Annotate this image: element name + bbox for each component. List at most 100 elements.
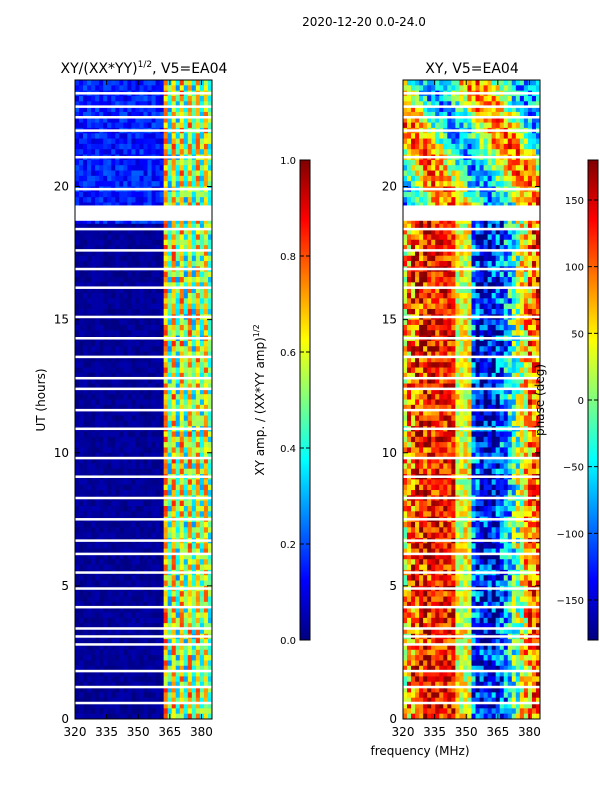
heatmap-cell: [83, 229, 88, 235]
heatmap-cell: [143, 271, 148, 278]
heatmap-cell: [411, 202, 416, 209]
heatmap-cell: [115, 303, 120, 310]
heatmap-cell: [171, 479, 177, 486]
heatmap-cell: [507, 85, 513, 92]
heatmap-cell: [415, 159, 420, 166]
heatmap-cell: [99, 436, 104, 443]
heatmap-cell: [135, 532, 140, 539]
x-tick-label: 380: [190, 725, 213, 739]
heatmap-cell: [463, 159, 468, 166]
heatmap-cell: [499, 80, 505, 86]
heatmap-cell: [103, 346, 108, 352]
heatmap-cell: [435, 191, 440, 198]
heatmap-cell: [171, 436, 177, 443]
heatmap-cell: [175, 245, 181, 251]
heatmap-cell: [139, 362, 144, 368]
heatmap-cell: [171, 261, 177, 267]
heatmap-cell: [179, 308, 185, 315]
heatmap-cell: [487, 175, 493, 182]
heatmap-cell: [163, 468, 169, 475]
heatmap-cell: [107, 340, 112, 347]
heatmap-cell: [167, 463, 173, 470]
heatmap-cell: [431, 85, 436, 92]
heatmap-cell: [179, 122, 185, 129]
heatmap-cell: [439, 111, 444, 118]
heatmap-cell: [83, 95, 88, 102]
heatmap-cell: [499, 143, 505, 150]
heatmap-cell: [483, 197, 489, 203]
heatmap-cell: [179, 271, 185, 278]
heatmap-cell: [159, 468, 165, 475]
heatmap-cell: [151, 165, 156, 171]
heatmap-cell: [159, 181, 165, 187]
heatmap-cell: [135, 197, 140, 203]
heatmap-cell: [135, 101, 140, 108]
heatmap-cell: [455, 80, 460, 86]
heatmap-cell: [167, 580, 173, 587]
heatmap-cell: [179, 644, 185, 651]
heatmap-cell: [191, 436, 197, 443]
heatmap-cell: [151, 660, 156, 667]
heatmap-cell: [171, 149, 177, 155]
heatmap-cell: [159, 388, 165, 395]
heatmap-cell: [155, 649, 161, 656]
heatmap-cell: [135, 261, 140, 267]
heatmap-cell: [107, 623, 112, 629]
heatmap-cell: [127, 80, 132, 86]
heatmap-cell: [115, 532, 120, 539]
heatmap-cell: [135, 623, 140, 629]
heatmap-cell: [155, 404, 161, 411]
heatmap-cell: [179, 356, 185, 363]
heatmap-cell: [147, 681, 152, 688]
heatmap-cell: [103, 165, 108, 171]
heatmap-cell: [119, 101, 124, 108]
heatmap-cell: [203, 681, 209, 688]
heatmap-cell: [87, 564, 92, 571]
heatmap-cell: [179, 697, 185, 704]
heatmap-cell: [447, 197, 452, 203]
heatmap-cell: [131, 95, 136, 102]
heatmap-cell: [175, 490, 181, 496]
heatmap-cell: [155, 191, 161, 198]
heatmap-cell: [155, 713, 161, 720]
heatmap-cell: [463, 111, 468, 118]
heatmap-cell: [159, 191, 165, 198]
heatmap-cell: [175, 591, 181, 597]
heatmap-cell: [139, 639, 144, 645]
heatmap-cell: [163, 527, 169, 534]
heatmap-cell: [187, 346, 193, 352]
heatmap-cell: [151, 138, 156, 145]
heatmap-cell: [75, 218, 80, 225]
heatmap-cell: [167, 346, 173, 352]
heatmap-cell: [167, 351, 173, 358]
heatmap-cell: [175, 277, 181, 283]
heatmap-cell: [171, 431, 177, 438]
heatmap-cell: [83, 159, 88, 166]
heatmap-cell: [159, 143, 165, 150]
heatmap-cell: [147, 197, 152, 203]
heatmap-cell: [75, 234, 80, 241]
heatmap-cell: [175, 181, 181, 187]
heatmap-cell: [99, 308, 104, 315]
heatmap-cell: [187, 490, 193, 496]
heatmap-cell: [91, 383, 96, 390]
heatmap-cell: [167, 591, 173, 597]
heatmap-cell: [115, 308, 120, 315]
heatmap-cell: [147, 511, 152, 518]
heatmap-cell: [127, 431, 132, 438]
heatmap-cell: [175, 197, 181, 203]
heatmap-cell: [107, 559, 112, 565]
heatmap-cell: [127, 404, 132, 411]
heatmap-cell: [123, 239, 128, 246]
heatmap-cell: [91, 458, 96, 464]
heatmap-cell: [199, 500, 205, 507]
heatmap-cell: [79, 506, 84, 512]
heatmap-cell: [467, 122, 472, 129]
heatmap-cell: [75, 575, 80, 581]
heatmap-cell: [115, 559, 120, 565]
heatmap-cell: [155, 628, 161, 635]
heatmap-cell: [471, 175, 476, 182]
heatmap-cell: [91, 175, 96, 182]
heatmap-cell: [115, 277, 120, 283]
heatmap-cell: [99, 687, 104, 693]
